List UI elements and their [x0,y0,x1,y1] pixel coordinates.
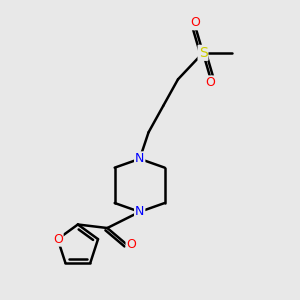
Text: O: O [53,232,63,246]
Text: S: S [199,46,207,60]
Text: N: N [135,205,144,218]
Text: O: O [127,238,136,251]
Text: O: O [206,76,215,89]
Text: O: O [191,16,201,29]
Text: N: N [135,152,144,165]
